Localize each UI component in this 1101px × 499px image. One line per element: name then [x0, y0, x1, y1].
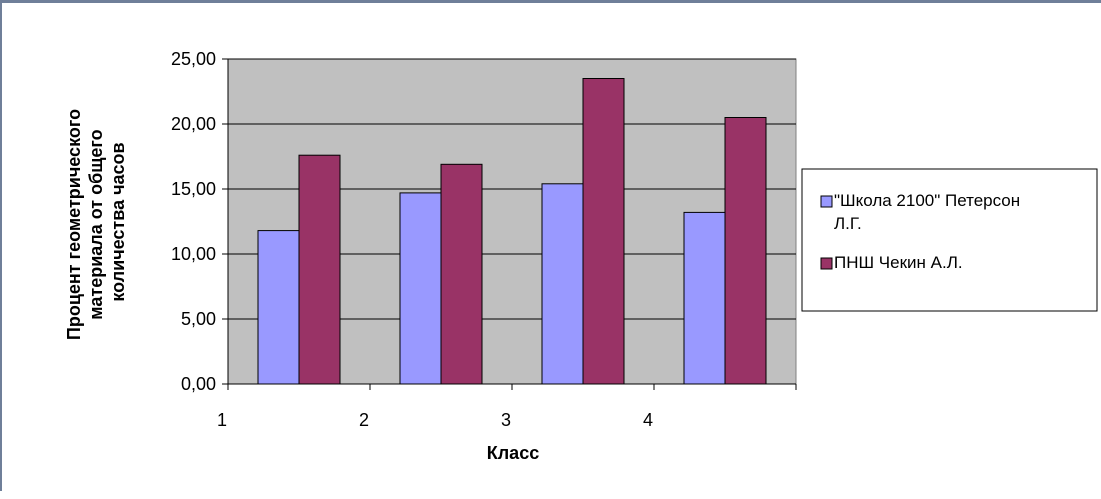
x-tick-label: 1 [217, 410, 227, 430]
bar-series-2-class-1 [298, 154, 341, 385]
legend: "Школа 2100" Петерсон Л.Г. ПНШ Чекин А.Л… [801, 168, 1098, 312]
y-axis-label-line-1: Процент геометрического [64, 109, 84, 340]
legend-box [801, 168, 1098, 312]
y-axis-label: Процент геометрического материала от общ… [64, 104, 128, 340]
y-tick-label: 0,00 [181, 374, 216, 394]
bar-chart: 0,00 5,00 10,00 15,00 20,00 25,00 1 2 3 4 Процен… [64, 49, 1098, 463]
y-axis-label-line-3: количества часов [108, 142, 128, 301]
bar-series-1-class-4 [683, 211, 726, 385]
legend-swatch-series-2 [820, 257, 833, 270]
x-tick-label: 2 [359, 410, 369, 430]
y-tick-label: 5,00 [181, 309, 216, 329]
bar-series-1-class-1 [257, 230, 300, 385]
x-axis-label: Класс [487, 443, 539, 463]
y-axis-label-line-2: материала от общего [86, 129, 106, 319]
legend-label-series-2: ПНШ Чекин А.Л. [834, 253, 963, 272]
legend-swatch-series-1 [820, 195, 833, 208]
y-tick-label: 10,00 [171, 244, 216, 264]
legend-label-series-1-line-1: "Школа 2100" Петерсон [834, 191, 1020, 210]
bars [257, 78, 767, 385]
y-tick-labels: 0,00 5,00 10,00 15,00 20,00 25,00 [171, 49, 228, 394]
legend-label-series-1: "Школа 2100" Петерсон Л.Г. [834, 191, 1025, 233]
bar-series-1-class-3 [541, 183, 584, 385]
legend-label-series-1-line-2: Л.Г. [834, 214, 862, 233]
y-tick-label: 20,00 [171, 114, 216, 134]
bar-series-1-class-2 [399, 192, 442, 385]
bar-series-2-class-2 [440, 163, 483, 385]
y-tick-label: 25,00 [171, 49, 216, 69]
y-tick-label: 15,00 [171, 179, 216, 199]
bar-series-2-class-3 [582, 78, 625, 385]
x-tick-labels: 1 2 3 4 [217, 384, 797, 430]
x-tick-label: 4 [643, 410, 653, 430]
x-tick-label: 3 [501, 410, 511, 430]
bar-series-2-class-4 [724, 117, 767, 385]
